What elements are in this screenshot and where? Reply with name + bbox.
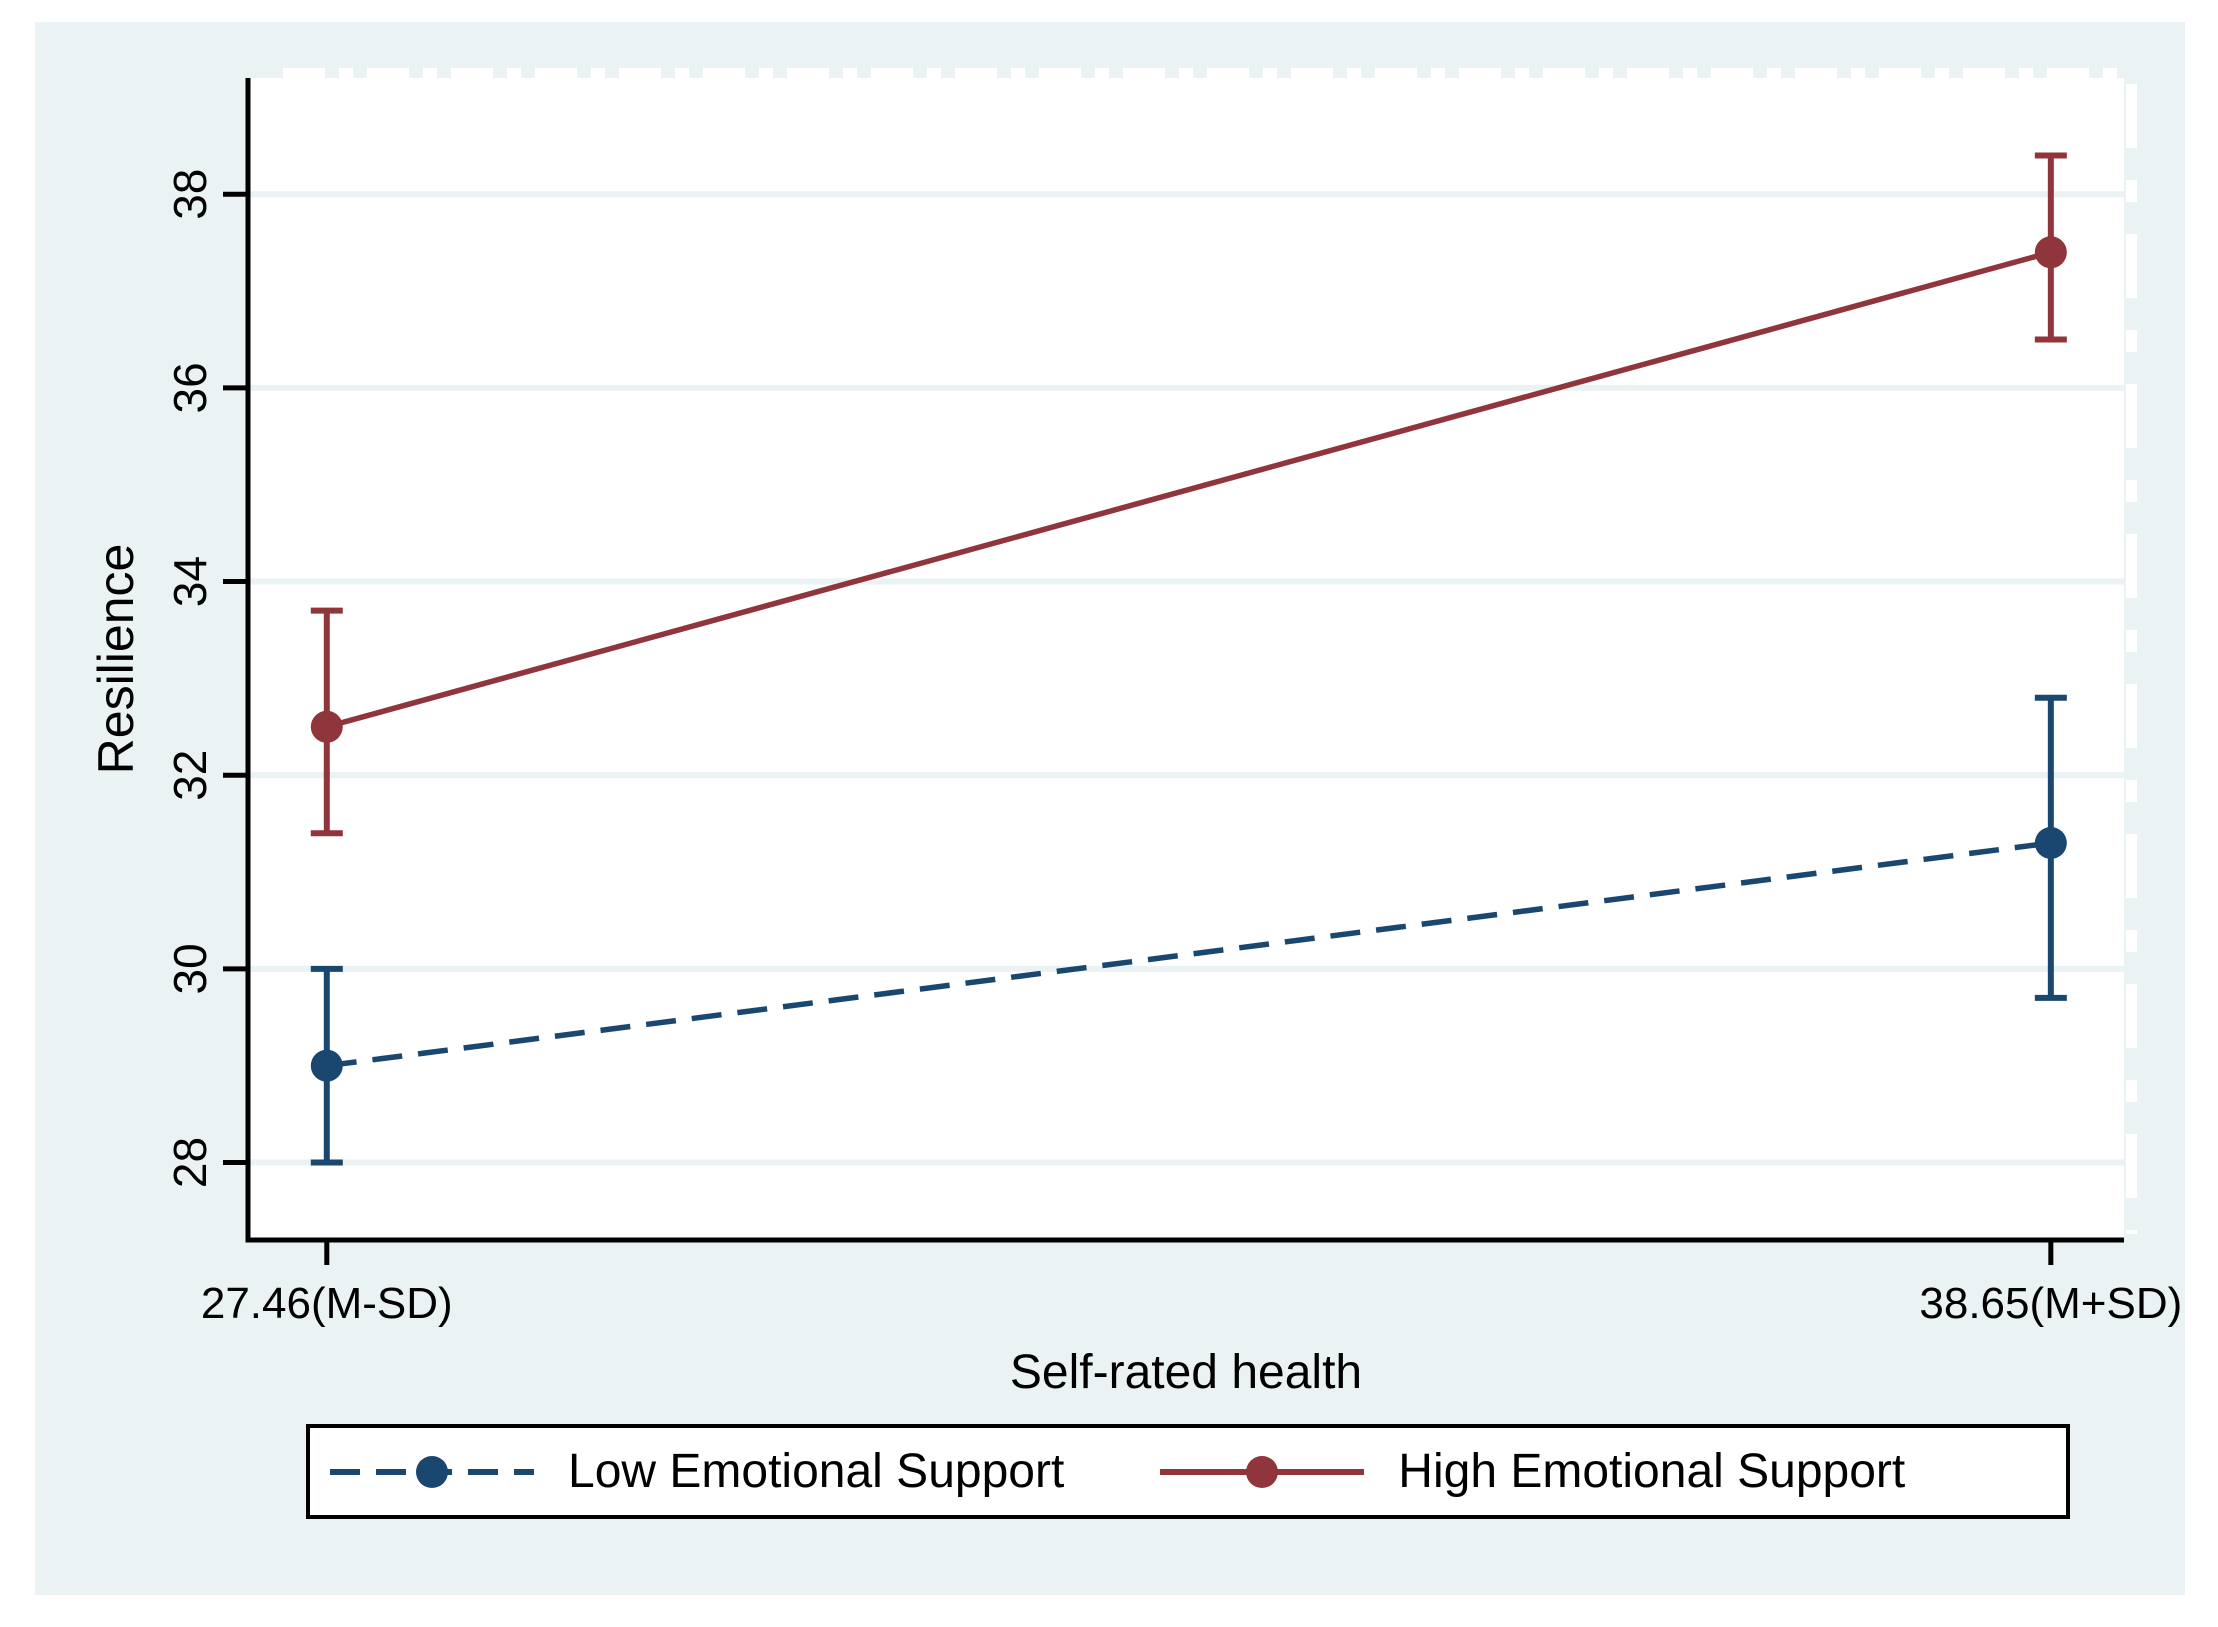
data-point-marker — [310, 1049, 343, 1082]
legend-entry-high-emotional-support: High Emotional Support — [1156, 1444, 1905, 1499]
legend-label-high: High Emotional Support — [1398, 1445, 1906, 1498]
legend-circle-marker-high — [1246, 1455, 1279, 1488]
series-line-low — [326, 840, 2052, 1069]
y-tick-label: 34 — [164, 556, 216, 607]
y-axis-title: Resilience — [88, 544, 144, 775]
y-tick-label: 36 — [164, 362, 216, 413]
tick-labels-group: 28 30 32 34 36 38 27.46(M-SD) 38.65(M+SD) — [164, 169, 2182, 1328]
legend-label-low: Low Emotional Support — [568, 1445, 1065, 1498]
y-tick-label: 28 — [164, 1137, 216, 1188]
legend-circle-marker-low — [416, 1455, 448, 1488]
plot-area — [248, 78, 2124, 1240]
x-tick-label: 38.65(M+SD) — [1919, 1279, 2182, 1328]
data-point-marker — [2034, 236, 2067, 269]
series-group — [310, 152, 2067, 1166]
y-tick-label: 32 — [164, 750, 216, 801]
legend-key-dashed-line — [330, 1455, 534, 1488]
data-point-marker — [310, 710, 343, 743]
gridlines-group — [248, 191, 2124, 1166]
x-axis-title: Self-rated health — [1010, 1346, 1362, 1399]
render-artifact-top-edge — [283, 68, 2124, 80]
x-tick-label: 27.46(M-SD) — [201, 1279, 453, 1328]
y-tick-label: 30 — [164, 943, 216, 994]
legend: Low Emotional Support High Emotional Sup… — [306, 1424, 2070, 1519]
legend-key-solid-line — [1160, 1455, 1365, 1488]
y-tick-label: 38 — [164, 169, 216, 220]
series-line-high — [326, 249, 2052, 730]
axes-group — [223, 78, 2124, 1265]
render-artifact-right-edge — [2126, 84, 2137, 1234]
legend-entry-low-emotional-support: Low Emotional Support — [326, 1444, 1064, 1499]
data-point-marker — [2034, 826, 2067, 859]
